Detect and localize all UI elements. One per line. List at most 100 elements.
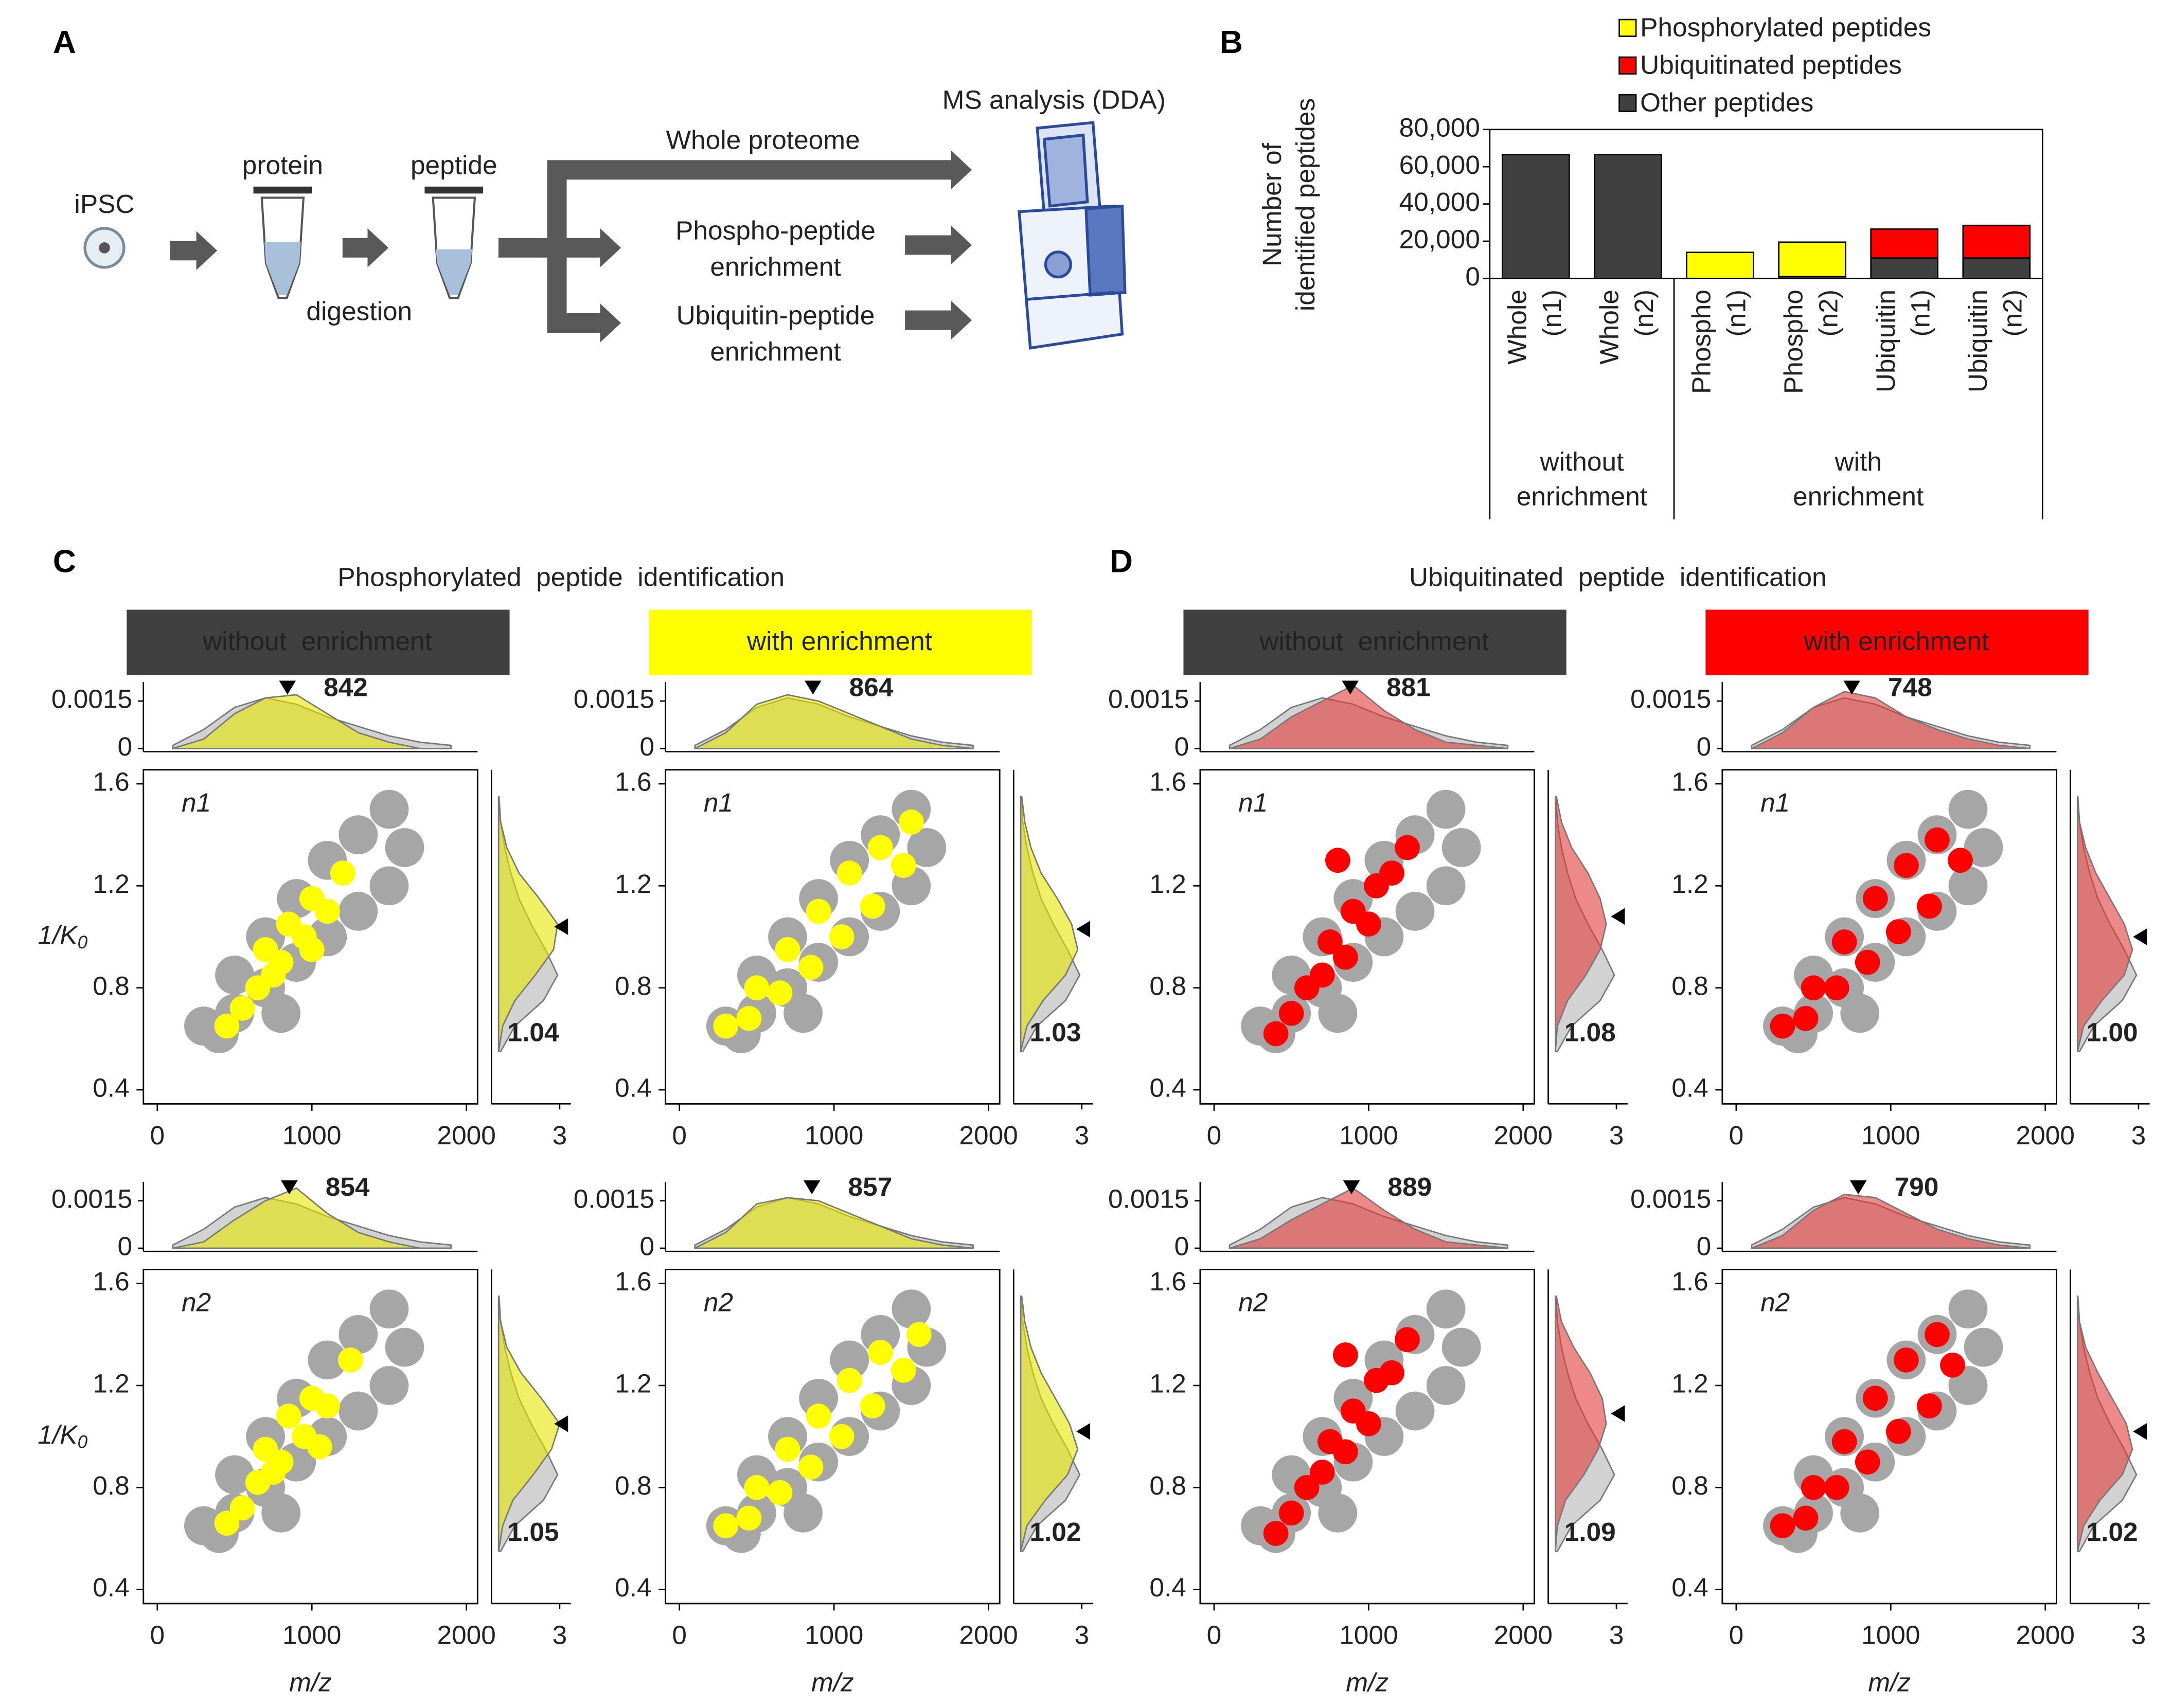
arrow <box>342 228 389 267</box>
group-label: without <box>1539 446 1624 476</box>
bar-segment <box>1870 257 1938 279</box>
peak-label: 1.04 <box>508 1017 559 1047</box>
density-area <box>172 1187 451 1249</box>
x-tick-label: 3 <box>1074 1620 1089 1649</box>
peak-label: 748 <box>1888 672 1932 702</box>
scatter-point <box>261 994 301 1033</box>
scatter-point <box>1948 866 1988 906</box>
density-area <box>1751 1194 2030 1249</box>
scatter-point <box>339 815 378 855</box>
y-tick-label: 0.0015 <box>1630 1183 1711 1213</box>
scatter-point <box>1309 1460 1335 1485</box>
x-tick-label: 0 <box>1729 1620 1744 1649</box>
plot-frame <box>143 769 478 1105</box>
scatter-point <box>369 789 409 829</box>
scatter-point <box>775 937 800 962</box>
bar-segment <box>1870 228 1938 259</box>
y-tick-label: 1.6 <box>1671 1266 1708 1296</box>
column-header-label: with enrichment <box>746 626 932 656</box>
density-area <box>1020 796 1079 1052</box>
group-label: with <box>1834 446 1881 476</box>
scatter-point <box>1309 962 1335 988</box>
plot-frame <box>1489 129 2043 279</box>
x-tick-label: Whole <box>1594 290 1624 365</box>
scatter-point <box>1885 1418 1911 1444</box>
scatter-point <box>214 1013 240 1039</box>
peak-label: 889 <box>1387 1172 1432 1201</box>
scatter-point <box>314 898 340 924</box>
peak-marker <box>803 1180 821 1195</box>
scatter-point <box>299 937 325 962</box>
x-tick-label: Ubiquitin <box>1963 290 1992 392</box>
y-tick-label: 0.4 <box>1149 1572 1186 1602</box>
density-area <box>1555 1296 1607 1552</box>
bar-segment <box>1502 154 1570 279</box>
scatter-point <box>215 956 254 995</box>
column-header-label: with enrichment <box>1803 626 1989 656</box>
density-area <box>172 694 451 749</box>
scatter-point <box>1824 975 1849 1001</box>
scatter-point <box>891 1357 916 1383</box>
arrow <box>170 231 218 271</box>
y-tick-label: 0.4 <box>1149 1073 1186 1103</box>
y-tick-label: 0.4 <box>615 1073 651 1103</box>
scatter-point <box>1332 944 1358 970</box>
x-tick-label: 0 <box>1729 1120 1744 1150</box>
column-header-label: without enrichment <box>1259 626 1489 656</box>
scatter-point <box>806 1404 831 1429</box>
x-tick-label: 1000 <box>805 1620 863 1649</box>
x-tick-label: 1000 <box>1861 1620 1920 1649</box>
scatter-point <box>339 1315 378 1354</box>
replicate-label: n1 <box>182 787 211 817</box>
scatter-point <box>798 955 824 980</box>
scatter-point <box>1263 1021 1289 1047</box>
cell-label: iPSC <box>74 189 134 219</box>
y-tick-label: 0.0015 <box>1630 684 1711 714</box>
column-header-label: without enrichment <box>202 626 432 656</box>
scatter-point <box>829 924 854 949</box>
scatter-point <box>744 1475 770 1500</box>
cell-nucleus <box>99 242 110 254</box>
scatter-point <box>261 1493 301 1533</box>
scatter-point <box>798 1454 824 1480</box>
scatter-point <box>229 1495 255 1521</box>
y-tick-label: 0 <box>1174 1231 1189 1261</box>
peak-marker <box>1076 921 1091 938</box>
y-tick-label: 0.8 <box>93 1470 129 1500</box>
step-label: protein <box>242 150 323 179</box>
x-tick-label: 1000 <box>282 1620 341 1649</box>
scatter-point <box>867 835 893 860</box>
scatter-point <box>1840 994 1880 1033</box>
scatter-point <box>784 1493 823 1533</box>
scatter-point <box>1356 911 1381 937</box>
y-tick-label: 0.8 <box>615 1470 651 1500</box>
peak-label: 1.09 <box>1564 1517 1616 1547</box>
x-tick-label: (n2) <box>1629 290 1659 336</box>
scatter-point <box>1831 929 1857 955</box>
panel-title: Ubiquitinated peptide identification <box>1409 562 1827 592</box>
x-tick-label: (n1) <box>1721 290 1751 336</box>
scatter-point <box>713 1013 739 1039</box>
density-area <box>497 1296 561 1552</box>
route-label: Whole proteome <box>666 125 860 155</box>
tube <box>424 186 484 299</box>
scatter-point <box>1278 1500 1304 1526</box>
scatter-point <box>1379 1360 1404 1386</box>
scatter-point <box>1948 848 1973 873</box>
y-axis-label: 1/K0 <box>38 920 87 952</box>
scatter-point <box>1318 994 1358 1033</box>
scatter-point <box>1840 1493 1880 1533</box>
legend-label: Other peptides <box>1640 87 1813 117</box>
scatter-point <box>775 1436 800 1462</box>
x-tick-label: 1000 <box>282 1120 341 1150</box>
peak-marker <box>1343 1180 1360 1195</box>
scatter-point <box>1917 893 1942 919</box>
x-axis-label: m/z <box>289 1667 332 1697</box>
y-axis-label-sub: 0 <box>78 932 88 952</box>
y-tick-label: 0.0015 <box>51 1183 132 1213</box>
peak-label: 854 <box>326 1172 370 1201</box>
x-tick-label: 1000 <box>1339 1620 1398 1649</box>
scatter-point <box>1318 1493 1358 1533</box>
peak-marker <box>1076 1423 1091 1440</box>
x-axis-label: m/z <box>1868 1667 1911 1697</box>
